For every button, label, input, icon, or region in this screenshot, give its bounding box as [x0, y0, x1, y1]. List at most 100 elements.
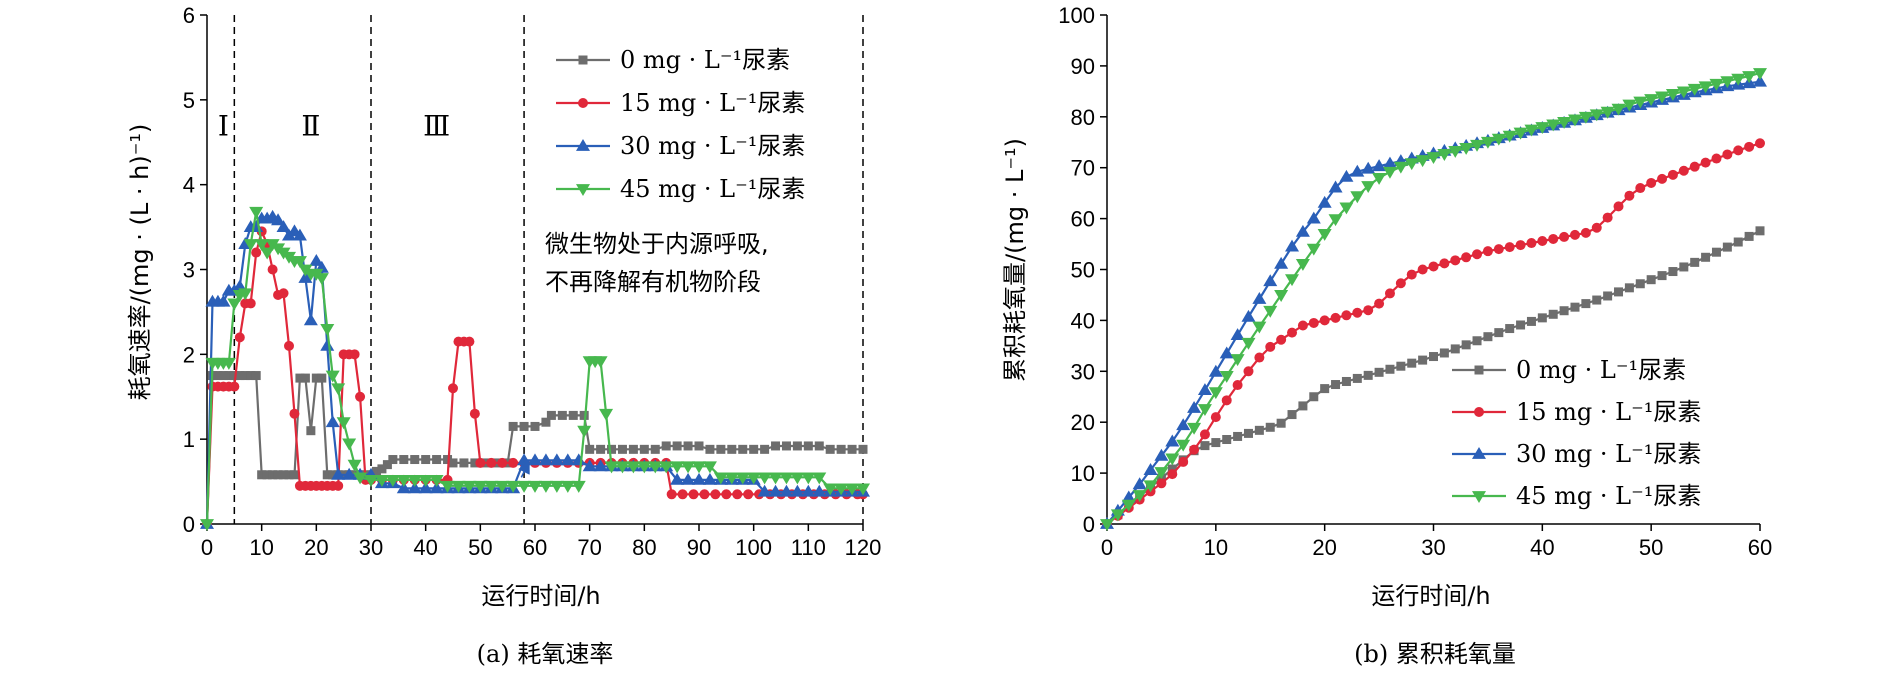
data-point	[1690, 257, 1700, 267]
data-point	[303, 313, 318, 326]
data-point	[1295, 259, 1310, 271]
data-point	[1230, 328, 1245, 341]
x-tick-label: 50	[1639, 535, 1663, 560]
data-point	[779, 484, 794, 497]
data-point	[1200, 441, 1210, 451]
data-point	[1678, 165, 1689, 176]
data-point	[260, 247, 275, 260]
data-point	[1396, 361, 1406, 371]
data-point	[1154, 467, 1169, 480]
data-point	[448, 383, 458, 394]
data-point	[1624, 190, 1635, 201]
data-point	[1252, 292, 1267, 304]
data-point	[470, 458, 480, 468]
data-point	[1274, 290, 1289, 302]
data-point	[681, 472, 696, 485]
data-point	[812, 484, 827, 497]
legend-marker	[1474, 365, 1484, 375]
data-point	[1559, 306, 1569, 316]
data-point	[200, 519, 214, 531]
data-point	[1437, 149, 1452, 161]
data-point	[1143, 480, 1158, 493]
data-point	[292, 256, 307, 269]
data-point	[593, 356, 608, 369]
data-point	[1254, 352, 1265, 363]
data-point	[1482, 246, 1493, 257]
data-point	[371, 466, 381, 476]
data-point	[276, 220, 291, 232]
data-point	[1374, 298, 1385, 309]
legend-label: 15 mg · L⁻¹尿素	[620, 89, 805, 117]
data-point	[1600, 106, 1615, 119]
data-point	[322, 470, 332, 480]
data-point	[836, 444, 846, 454]
data-point	[1676, 86, 1691, 99]
data-point	[249, 206, 264, 219]
data-point	[1330, 312, 1341, 323]
data-point	[699, 489, 710, 500]
data-point	[229, 371, 239, 381]
data-point	[812, 472, 827, 485]
data-point	[1187, 400, 1202, 413]
data-point	[732, 489, 743, 500]
data-point	[473, 480, 488, 493]
data-point	[694, 441, 704, 451]
data-point	[538, 480, 553, 493]
panel-b-caption: (b) 累积耗氧量	[1354, 640, 1516, 668]
data-point	[779, 472, 794, 485]
data-point	[1502, 130, 1517, 143]
x-tick-label: 120	[845, 535, 882, 560]
data-point	[768, 472, 783, 485]
data-point	[1263, 305, 1278, 318]
data-point	[462, 480, 477, 493]
data-point	[1755, 138, 1765, 149]
data-point	[1733, 237, 1743, 247]
data-point	[385, 474, 400, 487]
x-tick-label: 30	[359, 535, 383, 560]
data-point	[331, 467, 346, 480]
data-point	[1276, 418, 1286, 428]
data-point	[1720, 76, 1735, 89]
data-point	[1722, 149, 1733, 160]
data-point	[448, 458, 458, 468]
x-tick-label: 50	[468, 535, 492, 560]
data-point	[1450, 255, 1461, 266]
x-tick-label: 20	[1312, 535, 1336, 560]
x-tick-label: 60	[523, 535, 547, 560]
data-point	[792, 441, 802, 451]
y-tick-label: 5	[183, 88, 195, 113]
data-point	[1100, 519, 1114, 531]
data-point	[1372, 159, 1387, 172]
data-point	[858, 444, 868, 454]
data-point	[1722, 242, 1732, 252]
data-point	[582, 459, 597, 472]
data-point	[1208, 364, 1223, 377]
data-point	[486, 457, 497, 468]
legend-label: 0 mg · L⁻¹尿素	[620, 46, 790, 74]
data-point	[284, 470, 294, 480]
data-point	[396, 474, 411, 487]
data-point	[760, 444, 770, 454]
data-point	[688, 489, 699, 500]
data-point	[342, 438, 357, 451]
y-tick-label: 3	[183, 258, 195, 283]
x-tick-label: 40	[1530, 535, 1554, 560]
data-point	[1480, 136, 1495, 149]
x-tick-label: 110	[791, 535, 826, 560]
data-point	[1320, 384, 1330, 394]
data-point	[1744, 231, 1754, 241]
data-point	[1165, 434, 1180, 447]
data-point	[221, 357, 236, 370]
data-point	[1352, 307, 1363, 318]
data-point	[295, 373, 305, 383]
x-tick-label: 80	[632, 535, 656, 560]
data-point	[615, 461, 630, 474]
data-point	[1121, 490, 1136, 503]
data-point	[1733, 145, 1744, 156]
data-point	[801, 484, 816, 497]
data-point	[451, 480, 466, 493]
data-point	[440, 480, 455, 493]
data-point	[1526, 316, 1536, 326]
x-tick-label: 100	[735, 535, 772, 560]
x-tick-label: 70	[577, 535, 601, 560]
